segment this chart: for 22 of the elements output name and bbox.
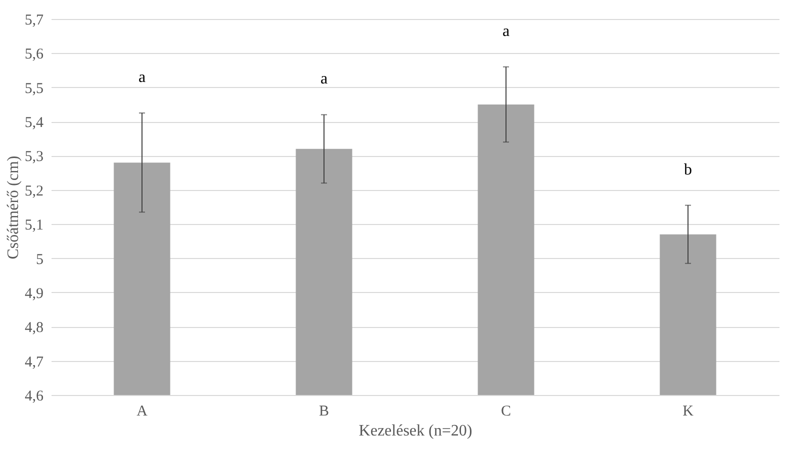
x-tick-label: B [318,404,330,420]
x-tick-label: C [500,404,512,420]
y-tick-label: 4,6 [24,388,44,404]
y-tick-label: 5,6 [24,46,44,63]
y-tick-label: 5,5 [24,80,44,97]
x-tick-label: K [682,404,694,420]
y-tick-label: 5,3 [24,149,44,166]
annotation: a [320,70,328,88]
x-axis-title: Kezelések (n=20) [358,422,472,440]
annotation: b [684,161,692,178]
y-tick-label: 4,9 [24,286,44,302]
y-tick-label: 5 [36,252,44,268]
annotation: a [138,69,146,86]
y-tick-label: 5,4 [24,115,44,132]
y-tick-label: 4,7 [24,354,44,370]
y-tick-label: 4,8 [24,320,44,336]
x-tick-label: A [136,404,148,420]
annotation: a [502,22,510,40]
y-tick-label: 5,1 [24,218,44,234]
y-tick-label: 5,7 [24,12,44,28]
y-axis-title: Csőátmérő (cm) [4,156,22,260]
y-tick-label: 5,2 [24,183,44,200]
